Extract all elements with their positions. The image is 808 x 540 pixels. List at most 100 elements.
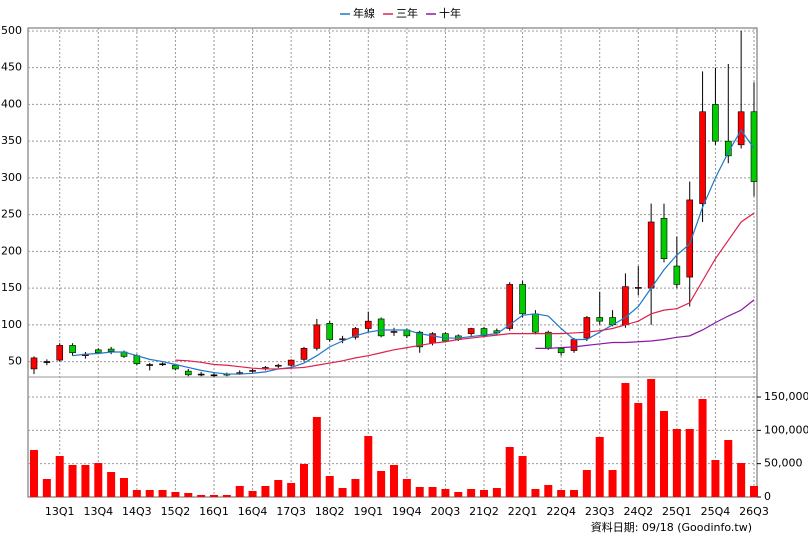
candle-body <box>506 284 514 329</box>
volume-bar <box>351 479 360 497</box>
volume-bar <box>582 470 591 497</box>
volume-bar <box>120 478 128 497</box>
volume-bar <box>94 463 103 497</box>
x-tick-label: 15Q2 <box>161 505 191 518</box>
y-tick-label: 400 <box>1 97 22 110</box>
volume-bar <box>570 490 578 497</box>
volume-bar <box>660 411 668 497</box>
y-tick-label: 350 <box>1 134 22 147</box>
candle-body <box>416 331 424 348</box>
volume-bar <box>415 487 424 497</box>
candle-body <box>750 111 758 182</box>
candle-body <box>172 364 179 370</box>
candle-body <box>519 284 526 315</box>
candle-body <box>712 104 719 142</box>
candle-body <box>43 361 51 363</box>
candle-body <box>364 320 372 329</box>
volume-bar <box>454 492 463 497</box>
volume-bar <box>30 450 38 497</box>
volume-bar <box>210 495 218 497</box>
volume-bar <box>505 447 514 497</box>
volume-bar <box>467 489 476 497</box>
volume-bar <box>737 463 746 497</box>
volume-bar <box>518 456 527 497</box>
legend-label: 三年 <box>396 6 418 20</box>
candle-body <box>69 345 76 354</box>
x-tick-label: 16Q1 <box>199 505 229 518</box>
volume-bar <box>312 417 321 497</box>
volume-bar <box>171 492 180 497</box>
candle-body <box>480 328 488 337</box>
volume-bar <box>634 403 643 497</box>
volume-bar <box>184 493 193 497</box>
candle-body <box>532 313 539 333</box>
y-tick-label: 200 <box>1 244 22 257</box>
volume-bar <box>158 490 167 497</box>
candle-body <box>326 323 334 340</box>
y2-tick-label: 150,000 <box>764 390 808 403</box>
candle-body <box>300 348 308 360</box>
volume-bar <box>480 490 488 497</box>
volume-bar <box>595 437 604 497</box>
candle-body <box>570 339 578 351</box>
candle-body <box>557 348 565 354</box>
volume-bar <box>81 465 90 497</box>
candle-body <box>544 331 552 349</box>
candle-body <box>274 364 282 367</box>
volume-bar <box>711 460 720 497</box>
volume-bar <box>68 465 77 497</box>
volume-bar <box>55 456 64 497</box>
volume-bar <box>287 483 296 497</box>
volume-bar <box>390 465 398 497</box>
legend-label: 十年 <box>439 6 461 20</box>
volume-bar <box>544 485 553 497</box>
y-tick-label: 450 <box>1 61 22 74</box>
ma-line <box>175 212 755 370</box>
x-tick-label: 22Q1 <box>508 505 538 518</box>
candle-body <box>737 111 745 146</box>
candle-body <box>56 345 64 361</box>
candle-body <box>197 373 205 376</box>
candle-body <box>146 364 154 366</box>
candle-body <box>673 265 681 285</box>
ma-line <box>535 299 755 349</box>
candle-body <box>647 221 655 289</box>
footer-note: 資料日期: 09/18 (Goodinfo.tw) <box>591 520 752 534</box>
candle-body <box>699 111 706 204</box>
candle-body <box>596 317 604 322</box>
x-tick-label: 26Q3 <box>739 505 769 518</box>
volume-bar <box>377 471 386 497</box>
volume-bar <box>364 436 373 497</box>
volume-bar <box>724 440 733 497</box>
volume-bar <box>492 488 501 497</box>
candle-body <box>660 217 668 260</box>
candle-body <box>107 348 115 352</box>
y-tick-label: 250 <box>1 208 22 221</box>
candle-body <box>352 328 359 338</box>
candle-body <box>210 374 218 377</box>
volume-bar <box>685 429 694 497</box>
volume-bar <box>441 489 450 497</box>
x-tick-label: 14Q3 <box>122 505 152 518</box>
legend-label: 年線 <box>353 6 375 20</box>
x-tick-label: 21Q2 <box>469 505 499 518</box>
x-tick-label: 25Q1 <box>662 505 692 518</box>
candle-body <box>30 357 38 370</box>
x-tick-label: 20Q3 <box>431 505 461 518</box>
x-tick-label: 18Q2 <box>315 505 345 518</box>
x-tick-label: 24Q2 <box>623 505 653 518</box>
volume-bar <box>145 490 154 497</box>
candle-body <box>377 318 385 337</box>
y-tick-label: 500 <box>1 24 22 37</box>
y-tick-label: 150 <box>1 281 22 294</box>
x-tick-label: 22Q4 <box>546 505 576 518</box>
volume-bar <box>647 379 656 497</box>
candle-body <box>94 349 102 354</box>
candle-body <box>184 370 192 376</box>
volume-bar <box>608 470 617 497</box>
volume-bar <box>325 476 334 497</box>
volume-bar <box>222 495 231 497</box>
ma-line <box>72 129 755 375</box>
volume-bar <box>235 486 244 497</box>
volume-bar <box>338 488 347 497</box>
